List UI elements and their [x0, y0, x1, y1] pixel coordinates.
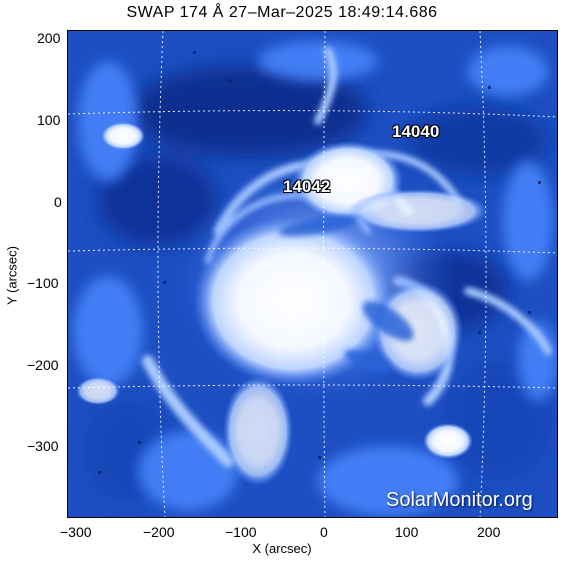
- y-tick-label: −200: [27, 357, 59, 373]
- image-title: SWAP 174 Å 27–Mar–2025 18:49:14.686: [126, 4, 438, 21]
- active-region-label: 14040: [392, 122, 440, 141]
- y-tick-label: 200: [37, 30, 61, 46]
- x-tick-label: 100: [395, 524, 419, 540]
- x-tick-label: −200: [143, 524, 175, 540]
- x-tick-label: 200: [477, 524, 501, 540]
- solar-image-plot: [67, 30, 558, 518]
- x-tick-label: −300: [60, 524, 92, 540]
- y-tick-label: 0: [54, 194, 62, 210]
- swap-euv-image: [68, 31, 557, 517]
- y-tick-label: 100: [37, 112, 61, 128]
- y-axis-label: Y (arcsec): [4, 246, 20, 305]
- x-tick-label: 0: [320, 524, 328, 540]
- heliographic-grid: [68, 31, 557, 517]
- x-axis-label: X (arcsec): [252, 541, 312, 556]
- active-region-label: 14042: [283, 177, 331, 196]
- y-tick-label: −100: [27, 275, 59, 291]
- watermark-text: SolarMonitor.org: [386, 489, 533, 511]
- x-tick-label: −100: [225, 524, 257, 540]
- y-tick-label: −300: [27, 438, 59, 454]
